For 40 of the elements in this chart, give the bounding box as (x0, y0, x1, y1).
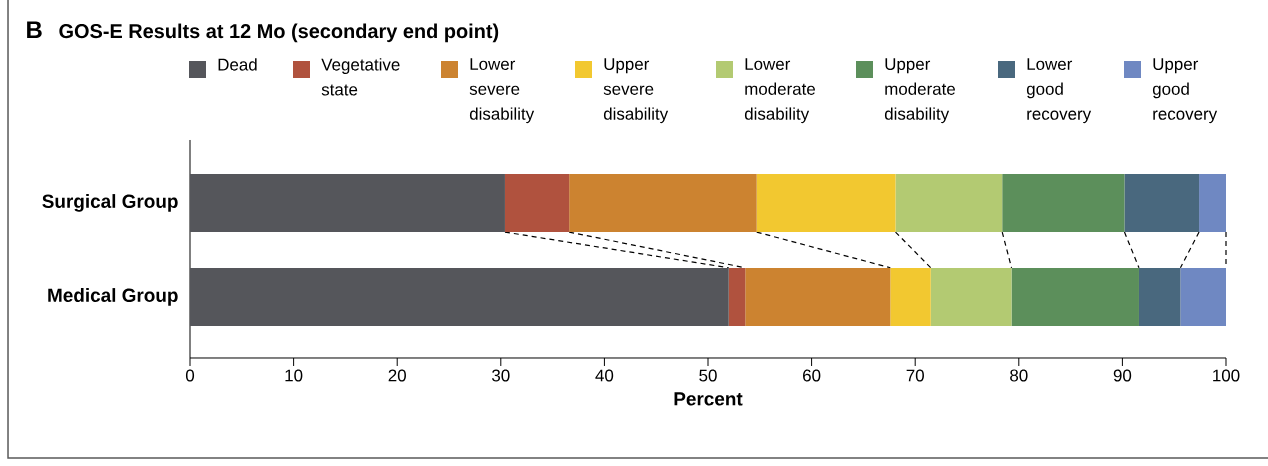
x-tick-label: 90 (1113, 369, 1132, 382)
x-tick-label: 10 (285, 369, 303, 382)
x-tick-label: 0 (185, 369, 195, 382)
legend-label: Upper good recovery (1152, 58, 1218, 124)
bar (190, 267, 729, 326)
bar (756, 173, 896, 232)
bar (890, 267, 931, 326)
legend-label: Lower moderate disability (744, 58, 815, 124)
x-tick-label: 20 (388, 369, 406, 382)
x-tick-label: 70 (906, 369, 924, 382)
y-tick-label: Surgical Group (42, 194, 178, 212)
x-tick-label: 30 (492, 369, 510, 382)
bar (1002, 173, 1125, 232)
legend-label: Lower good recovery (1026, 58, 1092, 124)
bar (1011, 267, 1139, 326)
y-tick-label: Medical Group (48, 288, 178, 306)
bar (569, 173, 757, 232)
x-axis-title: Percent (674, 392, 743, 406)
bar (504, 173, 570, 232)
bar (1138, 267, 1181, 326)
bar (1180, 267, 1226, 326)
legend-label: Upper moderate disability (884, 58, 955, 124)
bar (895, 173, 1003, 232)
bar (728, 267, 746, 326)
bar (1124, 173, 1200, 232)
x-tick-label: 100 (1213, 369, 1240, 382)
x-tick-label: 40 (595, 369, 614, 382)
bar (190, 173, 505, 232)
legend-label: Upper severe disability (603, 58, 669, 124)
bar (1199, 173, 1226, 232)
x-tick-label: 50 (699, 369, 717, 382)
text: B (27, 21, 42, 38)
x-tick-label: 60 (803, 369, 821, 382)
legend-label: Vegetative state (321, 58, 400, 96)
legend-label: Lower severe disability (469, 58, 535, 124)
legend-label: Dead (218, 58, 257, 71)
x-tick-label: 80 (1010, 369, 1028, 382)
bar (745, 267, 891, 326)
chart-title: GOS-E Results at 12 Mo (secondary end point) (59, 23, 499, 43)
bar (930, 267, 1012, 326)
